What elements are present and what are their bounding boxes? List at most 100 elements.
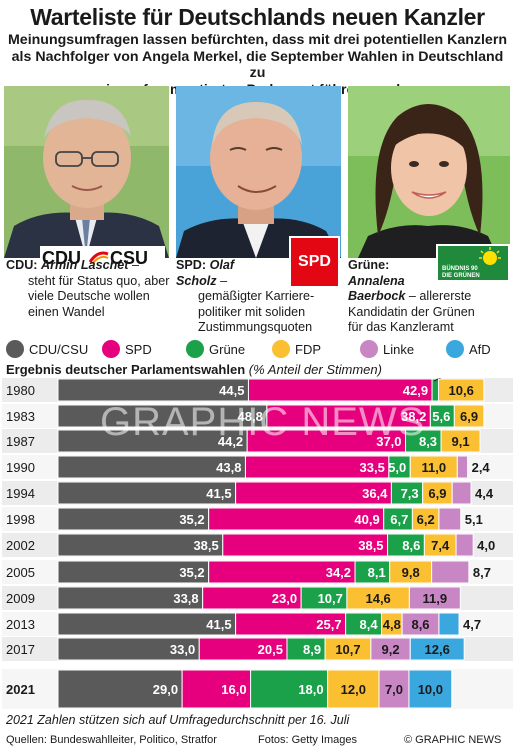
data-label: 8,3 <box>419 434 437 449</box>
year-label: 1990 <box>6 460 35 475</box>
chart-title-text: Ergebnis deutscher Parlamentswahlen <box>6 362 246 377</box>
data-label: 4,4 <box>475 486 494 501</box>
caption-name: Annalena <box>348 273 405 288</box>
year-label: 2013 <box>6 617 35 632</box>
subtitle-line: als Nachfolger von Angela Merkel, die Se… <box>11 48 504 82</box>
data-label: 8,6 <box>411 617 429 632</box>
year-label: 2021 <box>6 682 35 697</box>
bar-segment-fdp <box>440 429 481 453</box>
legend-item-linke: Linke <box>360 338 414 360</box>
caption-dash: – <box>216 273 228 288</box>
svg-text:DIE GRÜNEN: DIE GRÜNEN <box>442 272 480 279</box>
data-label: 8,9 <box>303 642 321 657</box>
stacked-bar-chart: 198044,542,91,510,6198348,838,25,66,9198… <box>2 378 513 709</box>
data-label: 14,6 <box>365 591 390 606</box>
caption-desc: politiker mit soliden <box>198 304 306 319</box>
data-label: 20,5 <box>258 642 283 657</box>
chart-legend: CDU/CSU SPD Grüne FDP Linke AfD <box>6 338 511 360</box>
legend-label: Linke <box>383 341 415 357</box>
data-label: 42,9 <box>403 383 428 398</box>
data-label: 7,0 <box>385 682 403 697</box>
year-label: 1983 <box>6 409 35 424</box>
legend-item-cdu: CDU/CSU <box>6 338 88 360</box>
bar-segment-linke <box>456 455 469 479</box>
data-label: 12,0 <box>341 682 366 697</box>
bar-segment-spd <box>181 669 252 709</box>
data-label: 44,2 <box>218 434 243 449</box>
photo-baerbock <box>348 86 510 258</box>
footer-sources: Quellen: Bundeswahlleiter, Politico, Str… <box>6 734 217 746</box>
data-label: 48,8 <box>238 409 263 424</box>
caption-desc: einen Wandel <box>28 304 105 319</box>
data-label: 8,4 <box>359 617 378 632</box>
caption-desc: für das Kanzleramt <box>348 320 454 334</box>
data-label: 43,8 <box>216 460 241 475</box>
photo-laschet <box>4 86 169 258</box>
bar-segment-linke <box>451 481 472 505</box>
data-label: 5,0 <box>388 460 406 475</box>
year-label: 2009 <box>6 591 35 606</box>
caption-desc: Kandidatin der Grünen <box>348 304 475 319</box>
data-label: 41,5 <box>206 617 231 632</box>
year-label: 1998 <box>6 512 35 527</box>
data-label: 8,1 <box>368 565 386 580</box>
bar-segment-linke <box>455 533 474 557</box>
data-label: 37,0 <box>376 434 401 449</box>
data-label: 10,7 <box>318 591 343 606</box>
data-label: 6,9 <box>428 486 446 501</box>
data-label: 38,5 <box>193 538 218 553</box>
data-label: 16,0 <box>221 682 246 697</box>
legend-label: Grüne <box>209 341 246 357</box>
data-label: 34,2 <box>326 565 351 580</box>
bar-segment-linke <box>431 560 470 584</box>
chart-unit: (% Anteil der Stimmen) <box>248 362 382 377</box>
data-label: 33,0 <box>170 642 195 657</box>
caption-desc: gemäßigter Karriere- <box>198 289 315 303</box>
year-label: 2005 <box>6 565 35 580</box>
data-label: 10,7 <box>335 642 360 657</box>
legend-item-afd: AfD <box>446 338 491 360</box>
caption-gruene: Grüne: Annalena Baerbock – allererste Ka… <box>348 258 513 336</box>
caption-name: Baerbock <box>348 289 406 303</box>
bar-segment-fdp <box>437 378 485 402</box>
caption-dash: – <box>405 289 420 303</box>
year-label: 2017 <box>6 642 35 657</box>
footer-copyright: © GRAPHIC NEWS <box>404 734 502 746</box>
caption-party: CDU: <box>6 258 38 272</box>
data-label: 7,4 <box>431 538 450 553</box>
data-label: 25,7 <box>316 617 341 632</box>
legend-swatch <box>272 340 290 358</box>
data-label: 4,0 <box>477 538 495 553</box>
callout-line <box>433 378 442 382</box>
bar-segment-afd <box>438 612 460 636</box>
legend-swatch <box>360 340 378 358</box>
data-label: 38,2 <box>401 409 426 424</box>
legend-item-fdp: FDP <box>272 338 321 360</box>
caption-spd: SPD: Olaf Scholz – gemäßigter Karriere- … <box>176 258 346 336</box>
data-label: 6,7 <box>390 512 408 527</box>
cdu-csu-logo: CDU CSU <box>40 246 165 268</box>
data-label: 7,3 <box>401 486 419 501</box>
caption-name: Scholz <box>176 273 217 288</box>
legend-label: FDP <box>295 341 321 357</box>
caption-desc: viele Deutsche wollen <box>28 289 150 303</box>
bar-segment-cducsu <box>57 669 183 709</box>
bar-segment-afd <box>408 669 453 709</box>
caption-party: SPD: <box>176 258 207 272</box>
legend-label: AfD <box>469 341 491 357</box>
data-label: 41,5 <box>206 486 231 501</box>
data-label: 33,5 <box>360 460 385 475</box>
data-label: 33,8 <box>173 591 198 606</box>
data-label: 40,9 <box>354 512 379 527</box>
legend-item-spd: SPD <box>102 338 152 360</box>
svg-text:BÜNDNIS 90: BÜNDNIS 90 <box>442 265 478 272</box>
data-label: 12,6 <box>425 642 450 657</box>
caption-name: Olaf <box>209 258 235 272</box>
data-label: 29,0 <box>153 682 178 697</box>
bar-segment-afd <box>409 637 465 661</box>
year-label: 1994 <box>6 486 35 501</box>
chart-title: Ergebnis deutscher Parlamentswahlen (% A… <box>6 362 382 377</box>
data-label: 2,4 <box>472 460 491 475</box>
photo-scholz <box>176 86 341 258</box>
caption-desc: steht für Status quo, aber <box>28 273 170 288</box>
